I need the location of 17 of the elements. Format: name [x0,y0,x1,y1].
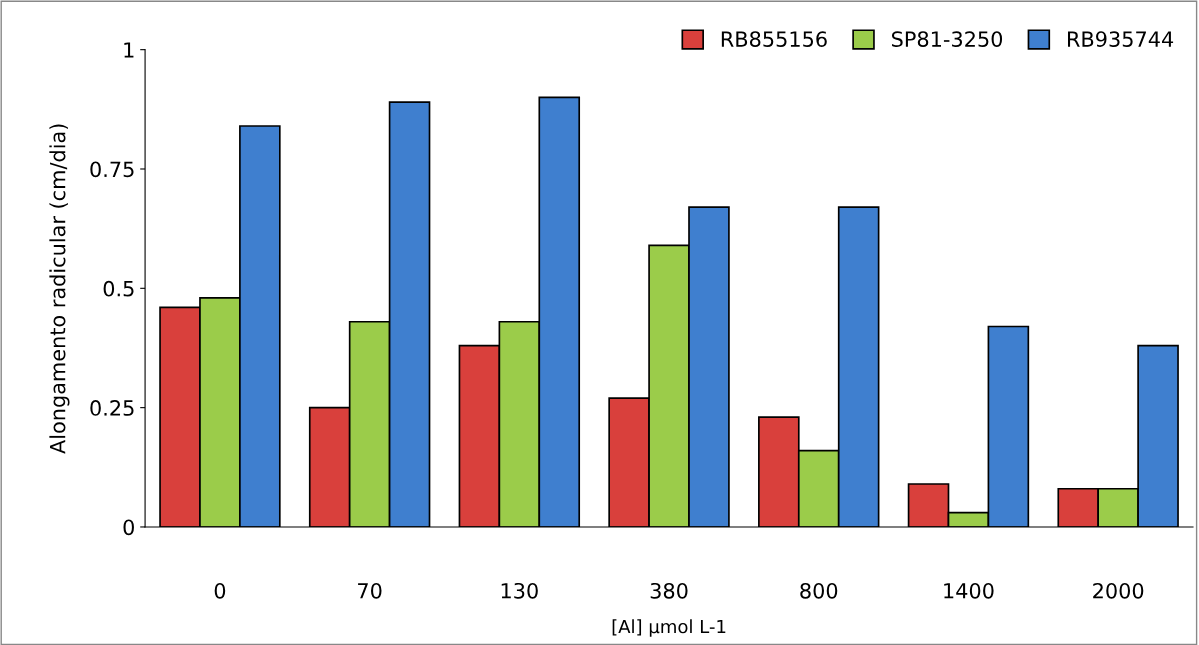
x-axis-title: [Al] µmol L-1 [612,619,726,637]
x-tick-label: 380 [650,582,688,599]
y-tick-label: 0 [123,519,134,536]
x-tick-label: 70 [358,582,382,599]
legend-label: RB935744 [1068,31,1174,47]
y-tick-label: 1 [124,42,134,58]
y-tick-label: 0.75 [90,161,134,178]
x-tick-label: 800 [800,582,838,599]
legend-label: RB855156 [721,31,827,47]
y-tick-label: 0.25 [90,400,134,416]
y-axis-title: Alongamento radicular (cm/dia) [49,124,70,454]
x-tick-label: 0 [214,582,226,599]
legend-label: SP81-3250 [891,31,1003,47]
x-tick-label: 1400 [944,582,994,599]
x-tick-label: 2000 [1093,582,1144,599]
y-tick-label: 0.5 [103,280,134,297]
x-tick-label: 130 [501,582,538,599]
